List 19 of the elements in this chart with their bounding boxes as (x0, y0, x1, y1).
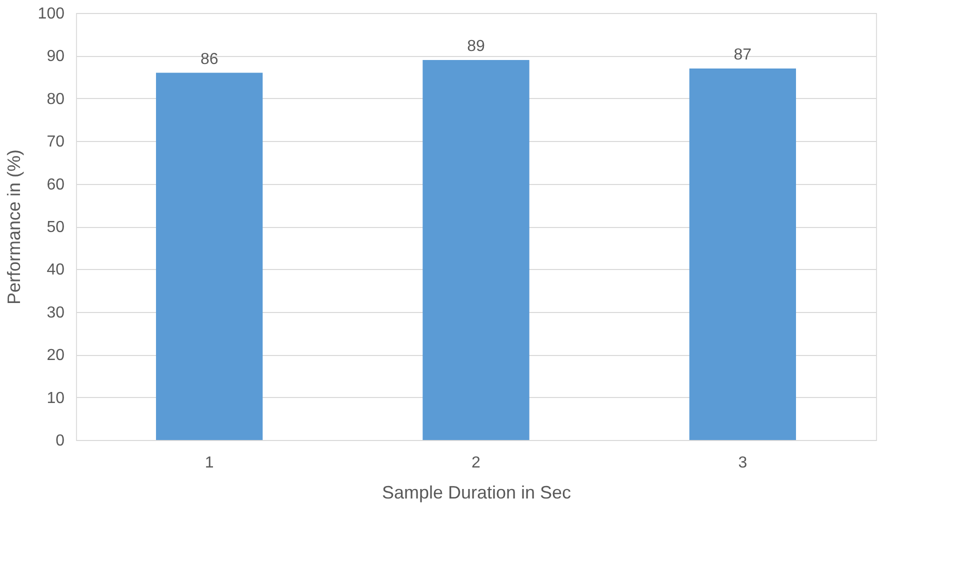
x-axis-title: Sample Duration in Sec (382, 482, 572, 502)
y-axis-title: Performance in (%) (4, 149, 24, 305)
y-tick-label: 0 (56, 432, 65, 450)
y-tick-label: 80 (46, 90, 65, 108)
x-tick-label: 2 (472, 454, 481, 472)
y-tick-label: 50 (46, 219, 65, 236)
y-tick-label: 70 (46, 134, 65, 151)
y-tick-label: 90 (46, 48, 65, 66)
data-label: 87 (734, 46, 752, 64)
y-tick-label: 60 (46, 176, 65, 194)
x-tick-label: 1 (204, 454, 214, 472)
y-tick-label: 40 (46, 262, 65, 279)
y-tick-label: 100 (38, 6, 65, 22)
y-tick-label: 30 (46, 304, 65, 322)
data-label: 86 (200, 50, 218, 68)
data-label: 89 (467, 38, 485, 55)
x-tick-label: 3 (738, 454, 748, 472)
y-tick-label: 20 (46, 347, 65, 364)
y-tick-label: 10 (46, 390, 65, 407)
